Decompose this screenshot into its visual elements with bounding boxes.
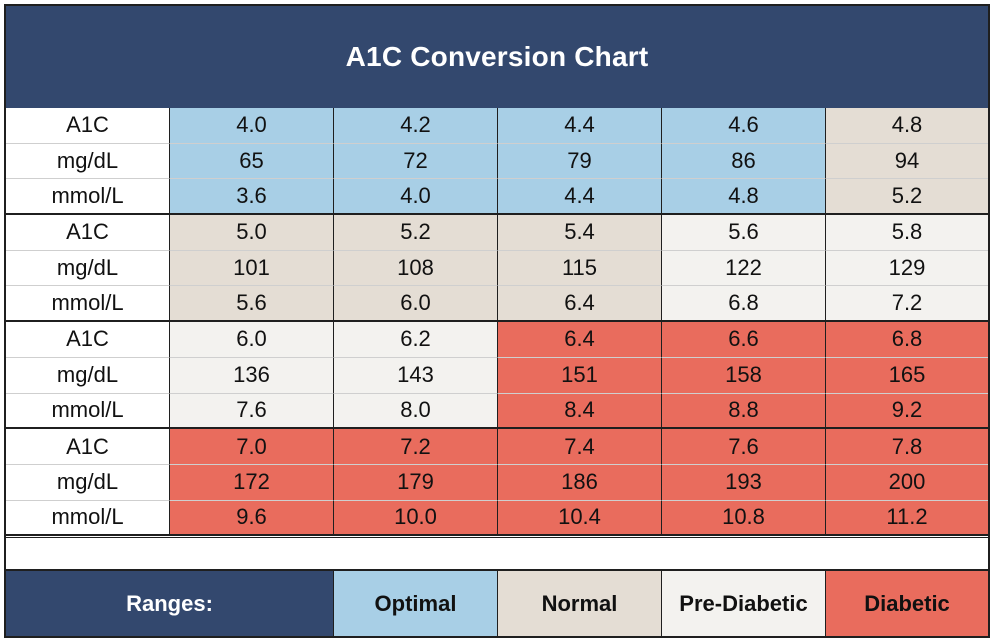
value-cell-mmol: 8.0 <box>334 393 498 430</box>
value-cell-mmol: 6.8 <box>662 286 826 323</box>
value-cell-mgdl: 129 <box>826 250 988 287</box>
value-cell-a1c: 6.2 <box>334 322 498 358</box>
row-label-a1c: A1C <box>6 322 170 358</box>
row-label-mgdl: mg/dL <box>6 464 170 501</box>
value-cell-a1c: 6.0 <box>170 322 334 358</box>
value-cell-mgdl: 94 <box>826 143 988 180</box>
value-cell-a1c: 7.2 <box>334 429 498 465</box>
value-cell-mgdl: 143 <box>334 357 498 394</box>
value-cell-a1c: 4.0 <box>170 108 334 144</box>
row-label-mgdl: mg/dL <box>6 357 170 394</box>
conversion-chart-sheet: A1C Conversion Chart A1C 4.0 4.2 4.4 4.6 4.8 m… <box>4 4 990 638</box>
value-cell-a1c: 5.2 <box>334 215 498 251</box>
value-cell-mmol: 6.4 <box>498 286 662 323</box>
row-label-mmol: mmol/L <box>6 179 170 216</box>
blank-spacer-row <box>6 537 988 571</box>
row-label-a1c: A1C <box>6 215 170 251</box>
value-cell-mgdl: 136 <box>170 357 334 394</box>
value-cell-mgdl: 186 <box>498 464 662 501</box>
value-cell-mgdl: 79 <box>498 143 662 180</box>
row-label-mgdl: mg/dL <box>6 250 170 287</box>
value-cell-a1c: 5.4 <box>498 215 662 251</box>
value-cell-a1c: 5.6 <box>662 215 826 251</box>
value-cell-mmol: 9.6 <box>170 500 334 537</box>
value-cell-mmol: 4.8 <box>662 179 826 216</box>
value-cell-mmol: 4.0 <box>334 179 498 216</box>
value-cell-mgdl: 86 <box>662 143 826 180</box>
value-cell-mmol: 8.8 <box>662 393 826 430</box>
value-cell-a1c: 6.8 <box>826 322 988 358</box>
value-cell-mgdl: 165 <box>826 357 988 394</box>
value-cell-a1c: 7.6 <box>662 429 826 465</box>
conversion-table: A1C 4.0 4.2 4.4 4.6 4.8 mg/dL 65 72 79 86 94 mmol/L 3… <box>6 108 988 537</box>
value-cell-a1c: 5.8 <box>826 215 988 251</box>
value-cell-a1c: 7.8 <box>826 429 988 465</box>
value-cell-mmol: 8.4 <box>498 393 662 430</box>
value-cell-mmol: 6.0 <box>334 286 498 323</box>
value-cell-a1c: 4.4 <box>498 108 662 144</box>
value-cell-mgdl: 151 <box>498 357 662 394</box>
value-cell-a1c: 4.6 <box>662 108 826 144</box>
row-label-a1c: A1C <box>6 108 170 144</box>
value-cell-mgdl: 101 <box>170 250 334 287</box>
legend-optimal: Optimal <box>334 571 498 636</box>
value-cell-mmol: 10.0 <box>334 500 498 537</box>
value-cell-a1c: 7.0 <box>170 429 334 465</box>
value-cell-a1c: 6.4 <box>498 322 662 358</box>
legend-pre-diabetic: Pre-Diabetic <box>662 571 826 636</box>
value-cell-a1c: 6.6 <box>662 322 826 358</box>
value-cell-a1c: 4.2 <box>334 108 498 144</box>
row-label-mgdl: mg/dL <box>6 143 170 180</box>
value-cell-mmol: 10.4 <box>498 500 662 537</box>
value-cell-mgdl: 172 <box>170 464 334 501</box>
value-cell-mmol: 7.6 <box>170 393 334 430</box>
value-cell-mmol: 9.2 <box>826 393 988 430</box>
value-cell-mgdl: 193 <box>662 464 826 501</box>
value-cell-mgdl: 122 <box>662 250 826 287</box>
row-label-mmol: mmol/L <box>6 286 170 323</box>
value-cell-mmol: 5.6 <box>170 286 334 323</box>
value-cell-mgdl: 158 <box>662 357 826 394</box>
value-cell-mgdl: 72 <box>334 143 498 180</box>
row-label-a1c: A1C <box>6 429 170 465</box>
legend-diabetic: Diabetic <box>826 571 988 636</box>
value-cell-mmol: 5.2 <box>826 179 988 216</box>
chart-title: A1C Conversion Chart <box>6 6 988 108</box>
value-cell-a1c: 4.8 <box>826 108 988 144</box>
value-cell-mmol: 3.6 <box>170 179 334 216</box>
legend-ranges-label: Ranges: <box>6 571 334 636</box>
row-label-mmol: mmol/L <box>6 393 170 430</box>
value-cell-mgdl: 179 <box>334 464 498 501</box>
row-label-mmol: mmol/L <box>6 500 170 537</box>
value-cell-mmol: 7.2 <box>826 286 988 323</box>
value-cell-a1c: 5.0 <box>170 215 334 251</box>
value-cell-mmol: 10.8 <box>662 500 826 537</box>
value-cell-mmol: 11.2 <box>826 500 988 537</box>
legend-normal: Normal <box>498 571 662 636</box>
ranges-legend: Ranges: Optimal Normal Pre-Diabetic Diab… <box>6 571 988 636</box>
value-cell-mgdl: 200 <box>826 464 988 501</box>
value-cell-mgdl: 65 <box>170 143 334 180</box>
value-cell-mmol: 4.4 <box>498 179 662 216</box>
value-cell-mgdl: 108 <box>334 250 498 287</box>
value-cell-a1c: 7.4 <box>498 429 662 465</box>
value-cell-mgdl: 115 <box>498 250 662 287</box>
